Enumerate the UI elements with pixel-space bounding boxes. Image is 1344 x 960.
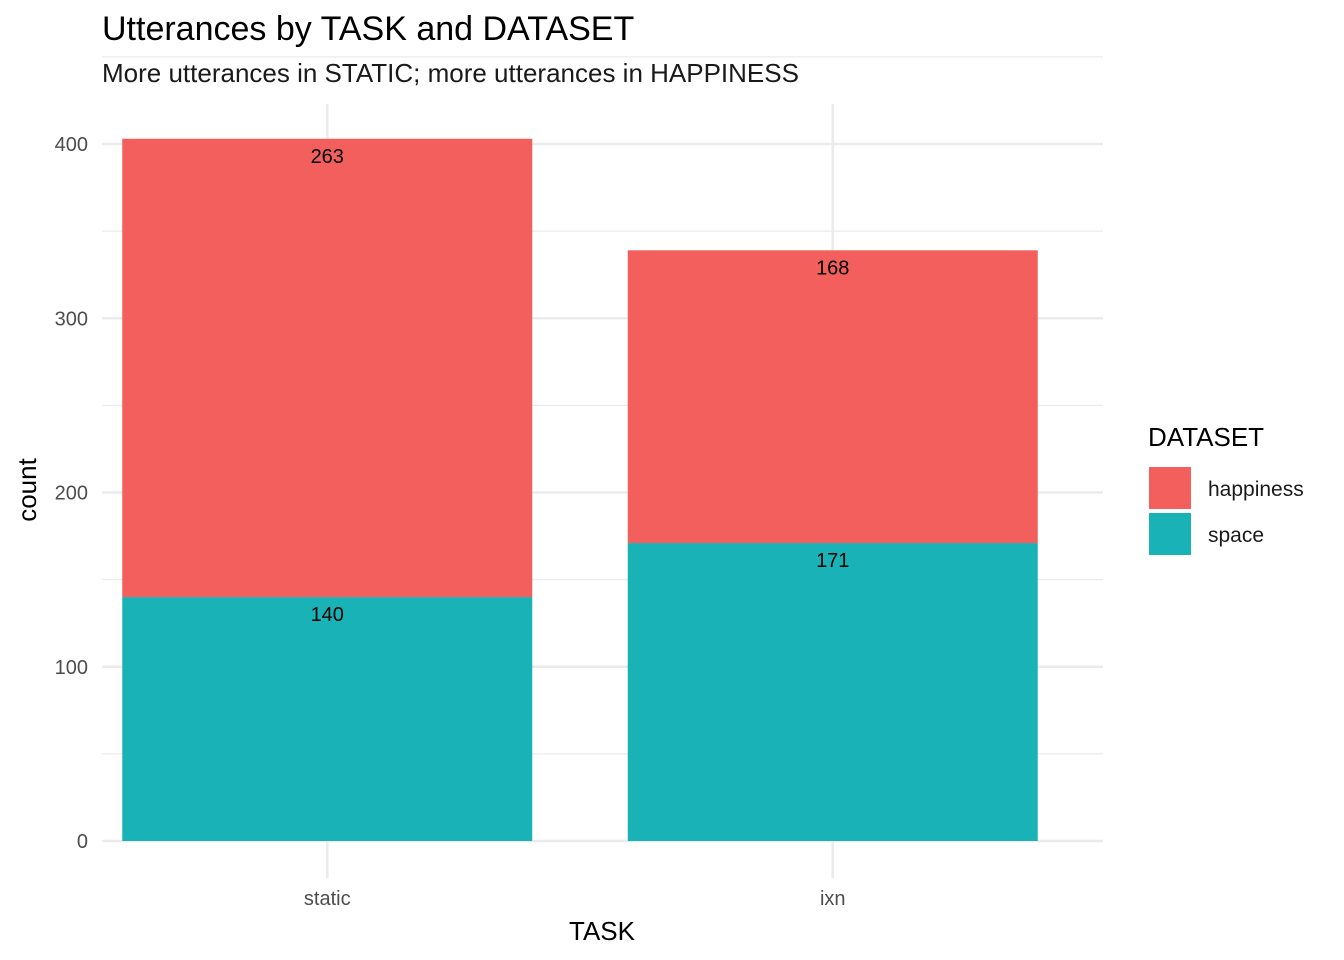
y-tick-label: 200 — [55, 483, 88, 505]
x-axis-ticks: static ixn — [304, 888, 846, 910]
bar-space-ixn — [627, 543, 1038, 841]
legend-swatch-happiness — [1149, 467, 1191, 509]
legend-swatch-space — [1149, 513, 1191, 555]
y-tick-label: 300 — [55, 308, 88, 330]
y-tick-label: 0 — [77, 831, 88, 853]
y-tick-label: 400 — [55, 134, 88, 156]
x-tick-label: ixn — [820, 888, 846, 910]
y-axis-title: count — [12, 457, 42, 521]
bars — [122, 138, 1038, 841]
bar-happiness-ixn — [627, 250, 1038, 544]
bar-label-happiness-static: 263 — [311, 146, 344, 168]
legend-title: DATASET — [1148, 422, 1264, 452]
bar-labels: 140 263 171 168 — [311, 146, 850, 626]
legend: DATASET happiness space — [1148, 422, 1304, 555]
chart-title: Utterances by TASK and DATASET — [102, 10, 634, 48]
y-axis-ticks: 0 100 200 300 400 — [55, 134, 88, 853]
bar-label-space-static: 140 — [311, 604, 344, 626]
bar-label-happiness-ixn: 168 — [816, 257, 849, 279]
x-axis-title: TASK — [569, 916, 636, 946]
chart-subtitle: More utterances in STATIC; more utteranc… — [102, 58, 799, 88]
bar-label-space-ixn: 171 — [816, 550, 849, 572]
legend-label-happiness: happiness — [1208, 478, 1304, 501]
legend-label-space: space — [1208, 524, 1264, 547]
y-tick-label: 100 — [55, 657, 88, 679]
bar-space-static — [122, 597, 533, 841]
bar-happiness-static — [122, 138, 533, 598]
x-tick-label: static — [304, 888, 351, 910]
